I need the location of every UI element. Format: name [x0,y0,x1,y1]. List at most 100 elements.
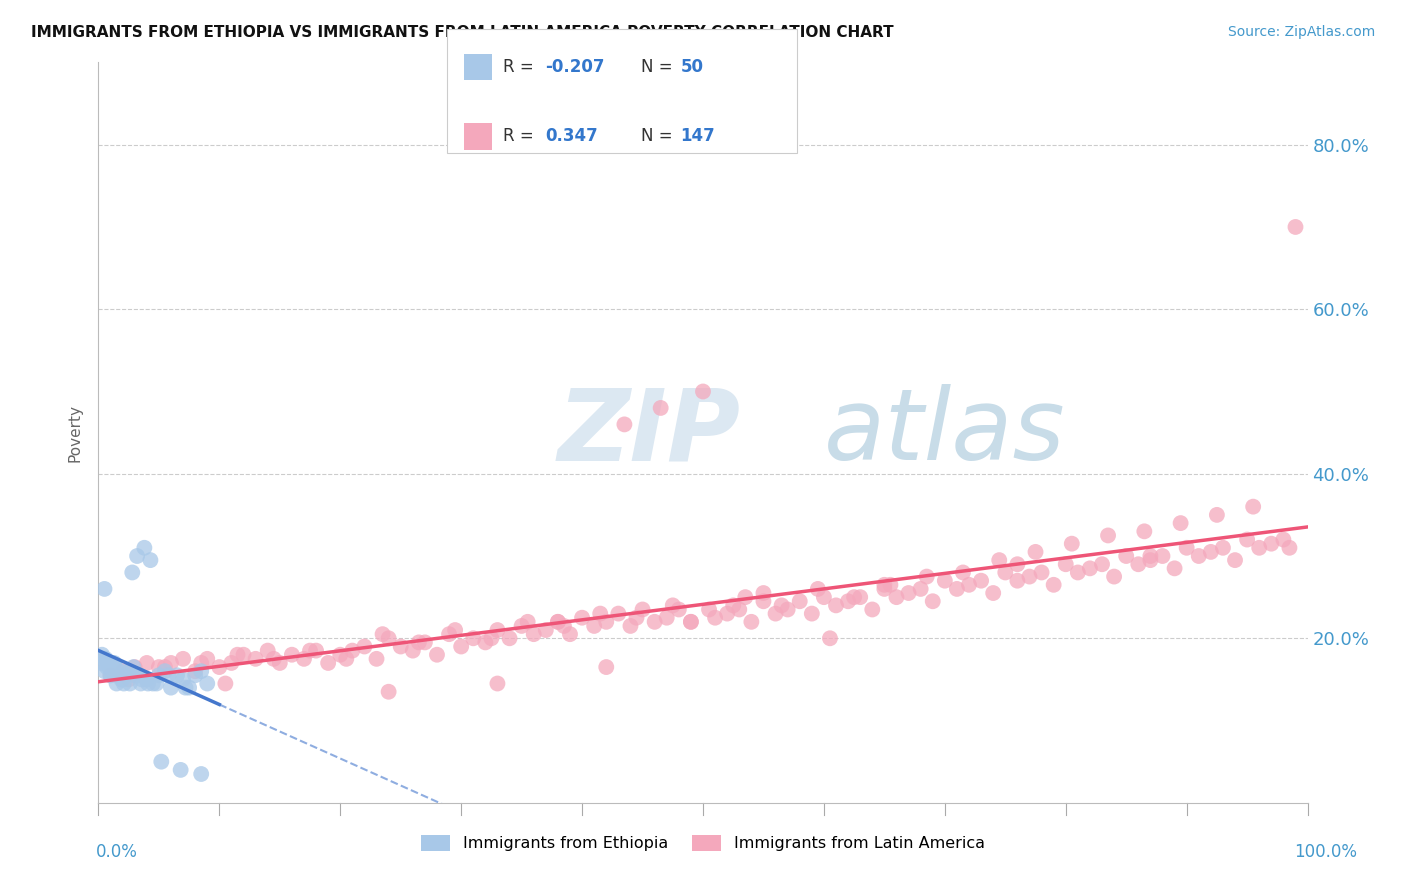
Legend: Immigrants from Ethiopia, Immigrants from Latin America: Immigrants from Ethiopia, Immigrants fro… [415,829,991,858]
Point [172,652,194,666]
Point [93,664,115,678]
Point [96,660,118,674]
Text: -0.207: -0.207 [546,58,605,76]
Point [776,602,799,616]
Point [607,607,630,621]
Point [245,652,267,666]
Point [136,676,159,690]
Point [118,664,141,678]
Point [1042,578,1064,592]
Point [172,673,194,687]
Point [1091,558,1114,572]
Point [408,635,430,649]
Point [844,590,866,604]
Point [589,607,612,621]
Point [174,681,197,695]
Point [150,755,173,769]
Point [1007,558,1029,572]
Point [131,673,153,687]
Point [389,640,412,654]
Point [818,632,841,646]
Point [127,549,149,563]
Point [1115,549,1137,563]
Point [208,660,231,674]
Point [107,668,129,682]
Point [516,615,538,629]
Point [897,586,920,600]
Point [305,643,328,657]
Point [1199,545,1222,559]
Text: 0.347: 0.347 [546,128,599,145]
Point [114,668,136,682]
Point [631,602,654,616]
Point [981,586,1004,600]
Point [97,656,120,670]
Point [1175,541,1198,555]
Point [108,664,131,678]
Point [1241,500,1264,514]
Point [723,599,745,613]
Point [142,676,165,690]
Point [486,676,509,690]
Point [90,656,112,670]
Point [583,619,606,633]
Point [190,656,212,670]
Point [765,607,787,621]
Point [128,668,150,682]
Point [523,627,546,641]
Point [103,656,125,670]
Point [644,615,666,629]
Point [1284,219,1306,234]
Point [957,578,980,592]
Point [129,676,152,690]
Point [118,673,141,687]
Point [1128,558,1150,572]
Point [195,652,218,666]
Point [366,652,388,666]
Point [849,590,872,604]
Point [335,652,357,666]
Point [226,648,249,662]
Point [879,578,901,592]
Point [160,656,183,670]
Point [1102,569,1125,583]
Point [558,627,581,641]
Point [112,676,135,690]
Point [450,640,472,654]
Point [184,664,207,678]
Point [316,656,339,670]
Point [752,586,775,600]
Point [110,673,132,687]
Point [1007,574,1029,588]
Point [1025,545,1047,559]
Point [463,632,485,646]
Point [179,681,201,695]
Point [100,664,122,678]
Point [444,623,467,637]
Point [668,602,690,616]
Point [934,574,956,588]
Point [104,660,127,674]
Point [728,602,751,616]
Text: IMMIGRANTS FROM ETHIOPIA VS IMMIGRANTS FROM LATIN AMERICA POVERTY CORRELATION CH: IMMIGRANTS FROM ETHIOPIA VS IMMIGRANTS F… [31,25,894,40]
Point [1054,558,1077,572]
Point [1139,553,1161,567]
Point [269,656,291,670]
Point [1067,566,1090,580]
Point [915,569,938,583]
Point [121,566,143,580]
Point [353,640,375,654]
Point [426,648,449,662]
Point [437,627,460,641]
Point [1249,541,1271,555]
Point [1278,541,1301,555]
Point [1152,549,1174,563]
Point [860,602,883,616]
Point [377,632,399,646]
Point [184,668,207,682]
Text: 50: 50 [681,58,703,76]
Point [292,652,315,666]
Point [1097,528,1119,542]
Point [800,607,823,621]
Point [413,635,436,649]
